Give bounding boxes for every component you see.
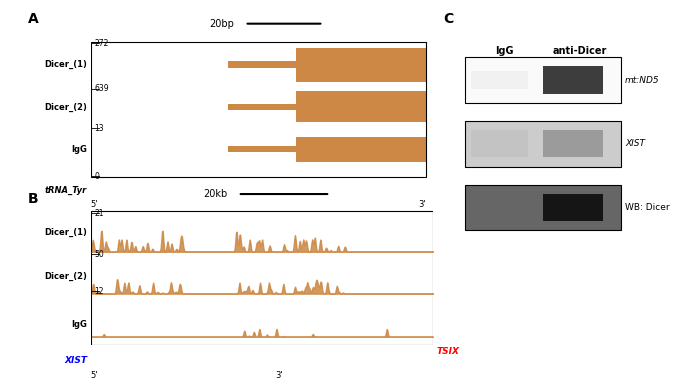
Bar xyxy=(465,57,621,103)
Bar xyxy=(472,130,528,158)
Bar xyxy=(465,185,621,230)
Bar xyxy=(543,194,604,221)
Text: anti-Dicer: anti-Dicer xyxy=(553,46,607,56)
Text: B: B xyxy=(28,192,38,206)
Bar xyxy=(230,354,232,367)
Bar xyxy=(179,354,181,367)
Text: mt:ND5: mt:ND5 xyxy=(625,76,660,85)
Bar xyxy=(296,183,426,197)
Text: Dicer_(1): Dicer_(1) xyxy=(45,228,87,237)
Text: tRNA_Tyr: tRNA_Tyr xyxy=(45,186,87,195)
Text: IgG: IgG xyxy=(71,145,87,154)
Text: Dicer_(2): Dicer_(2) xyxy=(45,272,87,281)
Bar xyxy=(228,103,296,111)
Text: 0: 0 xyxy=(94,172,99,181)
Text: WB: Dicer: WB: Dicer xyxy=(625,203,670,212)
Text: XIST: XIST xyxy=(64,356,87,365)
Bar xyxy=(117,354,119,367)
Text: 12: 12 xyxy=(94,287,104,296)
Bar xyxy=(228,147,296,152)
Text: XIST: XIST xyxy=(625,139,645,148)
Bar xyxy=(296,91,426,122)
Bar xyxy=(186,347,433,356)
Bar xyxy=(296,136,426,162)
Text: 272: 272 xyxy=(94,39,108,48)
Bar xyxy=(296,48,426,82)
Bar xyxy=(465,121,621,167)
Text: C: C xyxy=(443,12,454,26)
Text: IgG: IgG xyxy=(71,320,87,329)
Text: A: A xyxy=(28,12,38,26)
Text: 21: 21 xyxy=(94,209,104,218)
Text: 639: 639 xyxy=(94,84,109,93)
Bar xyxy=(472,71,528,89)
Bar xyxy=(158,354,160,367)
Bar xyxy=(543,67,604,94)
Text: 3': 3' xyxy=(418,200,426,209)
Text: 20kb: 20kb xyxy=(203,189,228,199)
Text: IgG: IgG xyxy=(495,46,513,56)
Text: 50: 50 xyxy=(94,250,104,259)
Bar xyxy=(138,354,140,367)
Text: Dicer_(1): Dicer_(1) xyxy=(45,60,87,69)
Bar xyxy=(543,130,604,158)
Text: 13: 13 xyxy=(94,123,104,132)
Text: TSIX: TSIX xyxy=(436,347,459,356)
Text: Dicer_(2): Dicer_(2) xyxy=(45,102,87,111)
Text: 3': 3' xyxy=(275,371,283,380)
Text: 5': 5' xyxy=(91,200,98,209)
Text: 20bp: 20bp xyxy=(209,19,235,29)
Bar xyxy=(228,61,296,68)
Text: 5': 5' xyxy=(91,371,98,380)
Bar xyxy=(91,356,279,365)
Bar xyxy=(213,354,215,367)
Bar xyxy=(195,354,198,367)
